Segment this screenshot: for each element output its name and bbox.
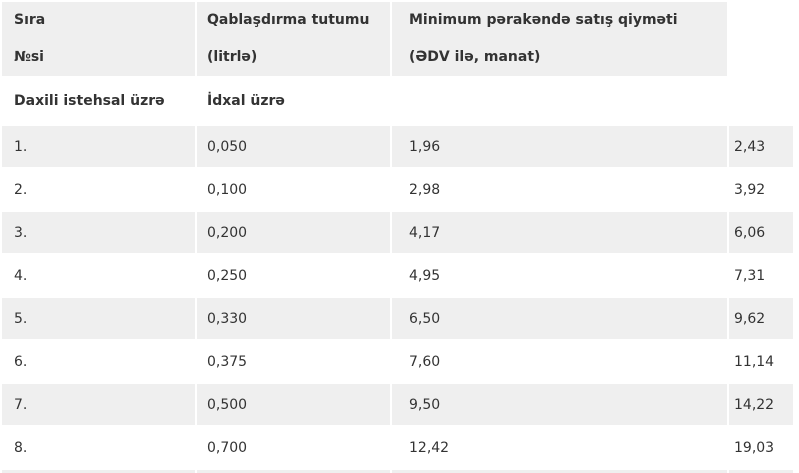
subheader-cell-empty <box>392 78 727 124</box>
cell-row-number: 4. <box>2 255 195 296</box>
header-text: (ƏDV ilə, manat) <box>409 49 541 65</box>
cell-capacity <box>197 470 390 473</box>
subheader-cell-import: İdxal üzrə <box>197 78 390 124</box>
header-text <box>734 2 793 39</box>
cell-price-import: 2,43 <box>729 126 793 167</box>
header-text: Minimum pərakəndə satış qiyməti <box>409 12 678 28</box>
cell-price-domestic: 4,95 <box>392 255 727 296</box>
table-row: 2. 0,100 2,98 3,92 <box>2 169 793 210</box>
header-cell-min-price: Minimum pərakəndə satış qiyməti (ƏDV ilə… <box>392 2 727 76</box>
cell-row-number: 7. <box>2 384 195 425</box>
header-cell-capacity: Qablaşdırma tutumu (litrlə) <box>197 2 390 76</box>
header-text: №si <box>14 49 44 65</box>
cell-row-number <box>2 470 195 473</box>
table-row: 8. 0,700 12,42 19,03 <box>2 427 793 468</box>
header-text: (litrlə) <box>207 49 258 65</box>
table-row: 1. 0,050 1,96 2,43 <box>2 126 793 167</box>
cell-capacity: 0,100 <box>197 169 390 210</box>
cell-price-import: 14,22 <box>729 384 793 425</box>
cell-price-import: 6,06 <box>729 212 793 253</box>
cell-price-domestic <box>392 470 727 473</box>
subheader-cell-domestic: Daxili istehsal üzrə <box>2 78 195 124</box>
cell-row-number: 1. <box>2 126 195 167</box>
cell-row-number: 6. <box>2 341 195 382</box>
table-row: 7. 0,500 9,50 14,22 <box>2 384 793 425</box>
header-row-sub: Daxili istehsal üzrə İdxal üzrə <box>2 78 793 124</box>
table-row-partial <box>2 470 793 473</box>
header-cell-sira: Sıra №si <box>2 2 195 76</box>
table-row: 5. 0,330 6,50 9,62 <box>2 298 793 339</box>
cell-row-number: 8. <box>2 427 195 468</box>
cell-price-import: 7,31 <box>729 255 793 296</box>
cell-capacity: 0,050 <box>197 126 390 167</box>
cell-capacity: 0,375 <box>197 341 390 382</box>
cell-price-domestic: 1,96 <box>392 126 727 167</box>
cell-capacity: 0,330 <box>197 298 390 339</box>
cell-capacity: 0,500 <box>197 384 390 425</box>
table-row: 3. 0,200 4,17 6,06 <box>2 212 793 253</box>
cell-row-number: 2. <box>2 169 195 210</box>
cell-row-number: 5. <box>2 298 195 339</box>
cell-capacity: 0,200 <box>197 212 390 253</box>
cell-price-domestic: 2,98 <box>392 169 727 210</box>
cell-price-domestic: 7,60 <box>392 341 727 382</box>
header-text: Sıra <box>14 12 46 28</box>
header-text <box>734 39 793 76</box>
cell-price-import: 9,62 <box>729 298 793 339</box>
cell-capacity: 0,700 <box>197 427 390 468</box>
table-row: 4. 0,250 4,95 7,31 <box>2 255 793 296</box>
header-text: Qablaşdırma tutumu <box>207 12 370 28</box>
cell-price-domestic: 6,50 <box>392 298 727 339</box>
cell-price-domestic: 12,42 <box>392 427 727 468</box>
cell-capacity: 0,250 <box>197 255 390 296</box>
cell-price-import: 11,14 <box>729 341 793 382</box>
cell-price-import: 19,03 <box>729 427 793 468</box>
header-cell-empty <box>729 2 793 76</box>
cell-price-import <box>729 470 793 473</box>
header-row-top: Sıra №si Qablaşdırma tutumu (litrlə) Min… <box>2 2 793 76</box>
subheader-cell-empty <box>729 78 793 124</box>
cell-row-number: 3. <box>2 212 195 253</box>
cell-price-import: 3,92 <box>729 169 793 210</box>
cell-price-domestic: 4,17 <box>392 212 727 253</box>
cell-price-domestic: 9,50 <box>392 384 727 425</box>
table-row: 6. 0,375 7,60 11,14 <box>2 341 793 382</box>
